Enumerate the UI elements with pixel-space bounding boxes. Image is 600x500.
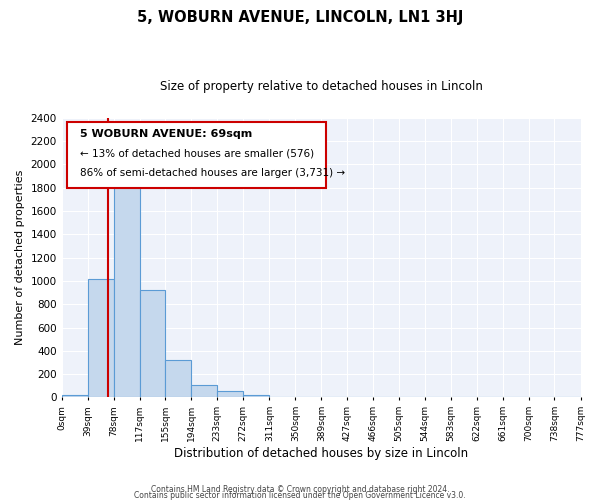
Text: ← 13% of detached houses are smaller (576): ← 13% of detached houses are smaller (57…: [80, 148, 314, 158]
Y-axis label: Number of detached properties: Number of detached properties: [15, 170, 25, 346]
Bar: [191, 384, 217, 398]
Bar: [243, 394, 269, 398]
Bar: [140, 290, 165, 398]
Bar: [88, 278, 114, 398]
Bar: [217, 391, 243, 398]
Bar: [62, 395, 88, 398]
Bar: [114, 176, 140, 398]
X-axis label: Distribution of detached houses by size in Lincoln: Distribution of detached houses by size …: [174, 447, 468, 460]
Text: 5 WOBURN AVENUE: 69sqm: 5 WOBURN AVENUE: 69sqm: [80, 129, 252, 139]
Text: Contains HM Land Registry data © Crown copyright and database right 2024.: Contains HM Land Registry data © Crown c…: [151, 484, 449, 494]
Text: 5, WOBURN AVENUE, LINCOLN, LN1 3HJ: 5, WOBURN AVENUE, LINCOLN, LN1 3HJ: [137, 10, 463, 25]
Bar: [165, 360, 191, 398]
Text: 86% of semi-detached houses are larger (3,731) →: 86% of semi-detached houses are larger (…: [80, 168, 345, 178]
FancyBboxPatch shape: [67, 122, 326, 188]
Text: Contains public sector information licensed under the Open Government Licence v3: Contains public sector information licen…: [134, 490, 466, 500]
Title: Size of property relative to detached houses in Lincoln: Size of property relative to detached ho…: [160, 80, 482, 93]
